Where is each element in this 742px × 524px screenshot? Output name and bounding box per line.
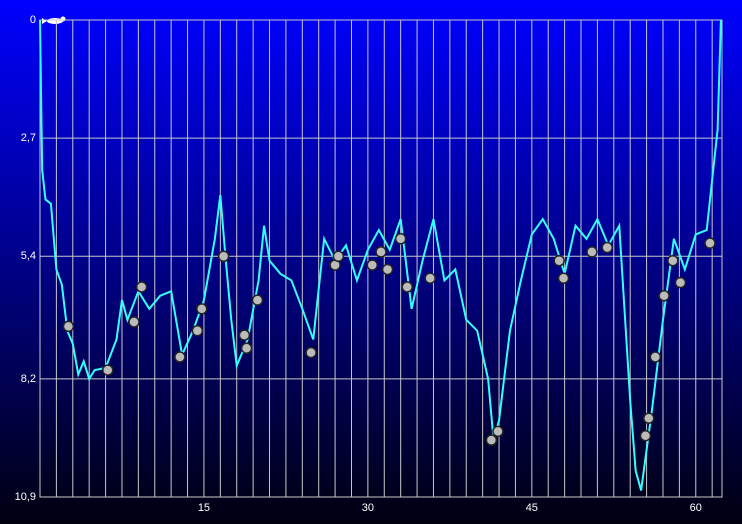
event-marker xyxy=(485,434,498,446)
event-marker xyxy=(366,259,379,271)
event-marker xyxy=(381,263,394,276)
x-tick-label: 30 xyxy=(362,502,374,514)
event-marker xyxy=(658,289,670,302)
event-marker xyxy=(240,342,253,354)
event-marker xyxy=(394,233,407,245)
x-tick-label: 45 xyxy=(526,502,538,514)
y-tick-label: 2,7 xyxy=(21,132,36,144)
event-marker xyxy=(135,281,148,293)
event-marker xyxy=(102,364,114,376)
event-marker xyxy=(332,250,345,263)
event-marker xyxy=(174,351,186,363)
event-marker xyxy=(649,351,662,363)
event-marker xyxy=(62,320,75,333)
y-tick-label: 8,2 xyxy=(21,373,36,385)
event-marker xyxy=(217,250,230,263)
event-marker xyxy=(674,276,687,289)
event-marker xyxy=(424,272,436,284)
plot-frame xyxy=(39,19,723,498)
event-marker xyxy=(643,412,655,424)
event-marker xyxy=(401,281,413,293)
event-marker xyxy=(238,329,251,341)
event-marker xyxy=(553,254,565,267)
event-marker xyxy=(639,429,652,442)
event-marker xyxy=(375,246,387,258)
event-marker xyxy=(251,294,264,306)
event-marker xyxy=(196,303,208,315)
event-marker xyxy=(704,237,716,249)
x-tick-label: 60 xyxy=(690,502,702,514)
event-marker xyxy=(586,246,598,258)
y-tick-label: 0 xyxy=(30,14,36,26)
event-marker xyxy=(667,254,679,267)
event-marker xyxy=(601,241,613,254)
event-marker xyxy=(305,346,317,359)
y-tick-label: 10,9 xyxy=(15,491,36,503)
event-marker xyxy=(557,272,570,284)
x-tick-label: 15 xyxy=(198,502,210,514)
y-tick-label: 5,4 xyxy=(21,250,36,262)
event-marker xyxy=(191,324,204,337)
event-marker xyxy=(128,316,140,328)
event-marker xyxy=(492,425,504,438)
